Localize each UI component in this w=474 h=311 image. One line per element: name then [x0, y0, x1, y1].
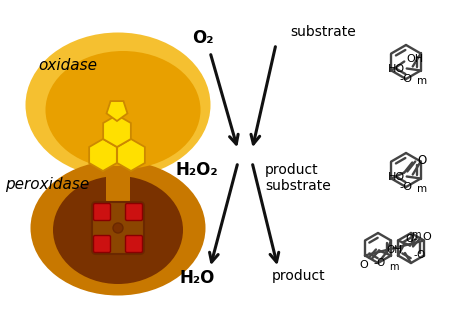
Text: H₂O: H₂O: [179, 269, 215, 287]
Text: -O: -O: [374, 258, 386, 268]
Ellipse shape: [53, 176, 183, 284]
FancyBboxPatch shape: [126, 235, 143, 253]
FancyBboxPatch shape: [106, 166, 130, 202]
Text: O₂: O₂: [192, 29, 214, 47]
Text: substrate: substrate: [290, 25, 356, 39]
Text: OH: OH: [386, 245, 402, 255]
Text: m: m: [417, 77, 427, 86]
Text: -O: -O: [414, 250, 426, 260]
Text: m: m: [389, 262, 399, 272]
FancyBboxPatch shape: [92, 202, 144, 254]
Text: HO: HO: [388, 171, 405, 182]
Text: -O: -O: [400, 182, 413, 192]
Text: product
substrate: product substrate: [265, 163, 331, 193]
FancyBboxPatch shape: [93, 203, 110, 220]
Ellipse shape: [46, 51, 201, 169]
Text: product: product: [272, 269, 326, 283]
Polygon shape: [107, 101, 128, 121]
Text: m: m: [411, 230, 420, 240]
Text: -O: -O: [400, 73, 413, 83]
Polygon shape: [117, 139, 145, 171]
Text: peroxidase: peroxidase: [5, 178, 89, 193]
Ellipse shape: [26, 33, 210, 178]
Text: OH: OH: [406, 54, 423, 64]
Text: m: m: [417, 184, 427, 194]
Ellipse shape: [30, 160, 206, 295]
Text: HO: HO: [388, 63, 405, 73]
Text: O-: O-: [405, 234, 417, 244]
FancyBboxPatch shape: [93, 235, 110, 253]
Text: O: O: [359, 261, 368, 271]
Text: oxidase: oxidase: [38, 58, 97, 72]
FancyBboxPatch shape: [126, 203, 143, 220]
Polygon shape: [89, 139, 117, 171]
Text: O: O: [422, 231, 431, 242]
Circle shape: [113, 223, 123, 233]
Polygon shape: [103, 115, 131, 147]
Text: O: O: [417, 154, 427, 167]
Text: H₂O₂: H₂O₂: [176, 161, 219, 179]
